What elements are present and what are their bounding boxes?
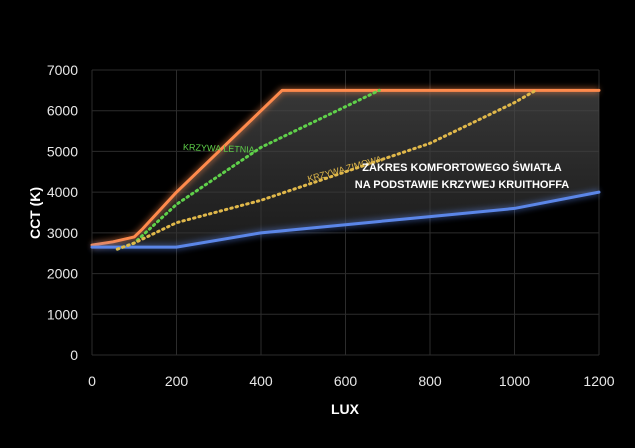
annotation-line-2: NA PODSTAWIE KRZYWEJ KRUITHOFFA bbox=[355, 179, 570, 191]
y-tick-label: 7000 bbox=[47, 62, 78, 78]
x-axis-title: LUX bbox=[331, 401, 360, 417]
y-tick-label: 3000 bbox=[47, 225, 78, 241]
x-tick-label: 1000 bbox=[499, 373, 530, 389]
y-tick-label: 6000 bbox=[47, 103, 78, 119]
x-tick-label: 1200 bbox=[583, 373, 614, 389]
comfort-zone-band bbox=[92, 90, 599, 248]
series-line-boundary-lower bbox=[90, 190, 601, 249]
x-tick-label: 0 bbox=[88, 373, 96, 389]
y-tick-label: 0 bbox=[70, 347, 78, 363]
y-tick-label: 5000 bbox=[47, 143, 78, 159]
y-tick-label: 1000 bbox=[47, 306, 78, 322]
x-tick-label: 600 bbox=[334, 373, 358, 389]
x-axis-ticks: 0 200 400 600 800 1000 1200 bbox=[88, 373, 615, 389]
series-line-krzywa-letnia bbox=[115, 88, 381, 251]
y-axis-ticks: 0 1000 2000 3000 4000 5000 6000 7000 bbox=[47, 62, 78, 363]
x-tick-label: 200 bbox=[165, 373, 189, 389]
annotation-line-1: ZAKRES KOMFORTOWEGO ŚWIATŁA bbox=[362, 161, 561, 174]
series-line-boundary-upper bbox=[90, 88, 601, 247]
y-tick-label: 2000 bbox=[47, 266, 78, 282]
x-tick-label: 400 bbox=[249, 373, 273, 389]
y-axis-title: CCT (K) bbox=[27, 187, 43, 239]
series-line-krzywa-zimowa bbox=[115, 88, 538, 251]
curve-label-krzywa-letnia: KRZYWA LETNIA bbox=[183, 142, 255, 155]
series-layer bbox=[90, 87, 601, 251]
x-tick-label: 800 bbox=[418, 373, 442, 389]
y-tick-label: 4000 bbox=[47, 184, 78, 200]
